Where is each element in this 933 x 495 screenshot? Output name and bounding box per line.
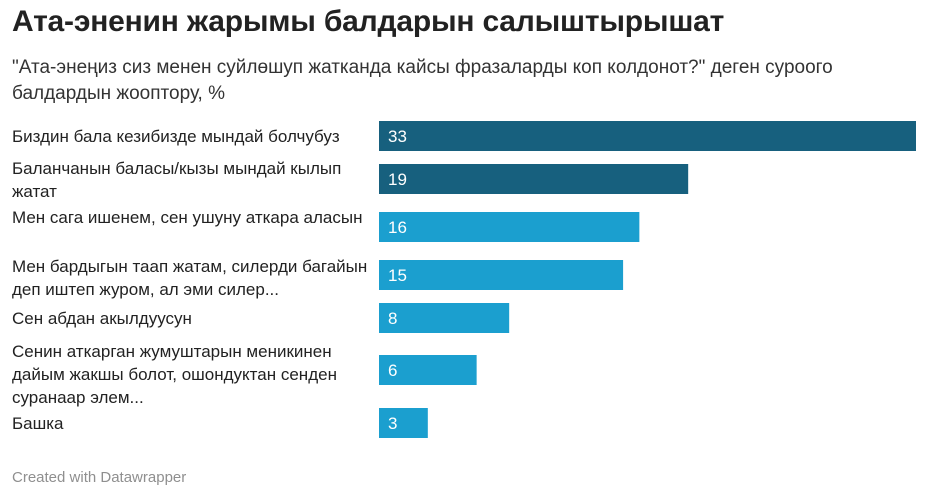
bar-value-label: 33 (388, 127, 407, 146)
credit-footer: Created with Datawrapper (12, 469, 187, 486)
category-label: Биздин бала кезибизде мындай болчубуз (12, 125, 370, 148)
bar-value-label: 15 (388, 266, 407, 285)
category-label-text: Баланчанын баласы/кызы мындай кылып жата… (12, 159, 342, 201)
bar-value-label: 6 (388, 361, 397, 380)
category-label-text: Башка (12, 414, 64, 433)
bar-value-label: 19 (388, 170, 407, 189)
category-label-text: Сен абдан акылдуусун (12, 309, 192, 328)
category-label-text: Сенин аткарган жумуштарын меникинен дайы… (12, 342, 337, 407)
bar-value-label: 8 (388, 309, 397, 328)
bar-value-label: 3 (388, 414, 397, 433)
bar (379, 303, 510, 333)
category-label: Сенин аткарган жумуштарын меникинен дайы… (12, 340, 370, 409)
bar (379, 408, 428, 438)
bar (379, 355, 477, 385)
category-label-text: Мен сага ишенем, сен ушуну аткара аласын (12, 208, 363, 227)
bar (379, 212, 640, 242)
category-label: Баланчанын баласы/кызы мындай кылып жата… (12, 157, 370, 203)
category-label: Башка (12, 412, 370, 435)
category-label-text: Мен бардыгын таап жатам, силерди багайын… (12, 257, 368, 299)
chart-title: Ата-эненин жарымы балдарын салыштырышат (12, 5, 725, 38)
chart-subtitle: "Ата-энеңиз сиз менен суйлөшуп жатканда … (12, 57, 833, 104)
bar (379, 121, 916, 151)
bar (379, 164, 689, 194)
category-label: Мен бардыгын таап жатам, силерди багайын… (12, 255, 370, 301)
bar (379, 260, 624, 290)
category-label: Сен абдан акылдуусун (12, 307, 370, 330)
bar-value-label: 16 (388, 218, 407, 237)
category-label: Мен сага ишенем, сен ушуну аткара аласын (12, 206, 370, 229)
category-label-text: Биздин бала кезибизде мындай болчубуз (12, 127, 340, 146)
